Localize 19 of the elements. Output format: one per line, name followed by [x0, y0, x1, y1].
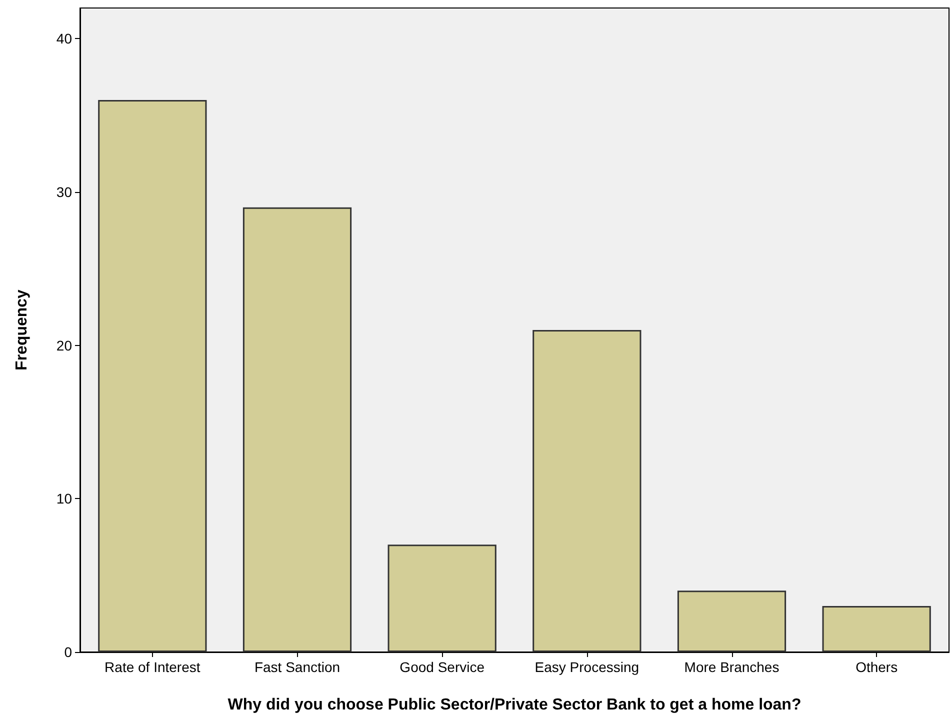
y-tick-label: 30 [56, 184, 72, 200]
bar [242, 207, 352, 652]
x-tick-label: Rate of Interest [104, 659, 200, 675]
x-tick-label: Others [856, 659, 898, 675]
x-tick-label: More Branches [684, 659, 780, 675]
bar [388, 544, 496, 652]
bar [532, 330, 642, 652]
y-tick-label: 0 [64, 644, 72, 660]
x-tick-label: Fast Sanction [254, 659, 340, 675]
y-tick-label: 20 [56, 337, 72, 354]
bar [822, 606, 931, 652]
y-axis-title: Frequency [14, 289, 30, 370]
x-axis-title: Why did you choose Public Sector/Private Sector Bank to get a home loan? [228, 696, 802, 714]
x-tick-label: Good Service [400, 659, 485, 675]
bar [98, 100, 207, 652]
y-tick-label: 10 [56, 490, 72, 507]
y-tick-label: 40 [56, 30, 72, 47]
x-tick-label: Easy Processing [534, 659, 640, 675]
bar [677, 590, 786, 652]
